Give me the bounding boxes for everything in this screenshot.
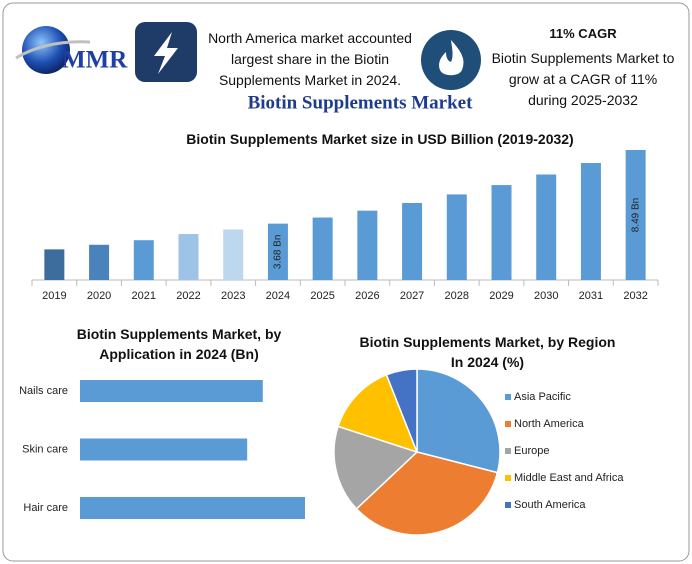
bar	[80, 497, 305, 519]
cagr-text: Biotin Supplements Market to grow at a C…	[491, 50, 675, 108]
value-label: 8.49 Bn	[630, 198, 641, 232]
highlight-text: North America market accounted largest s…	[208, 30, 412, 88]
y-tick-label: Hair care	[23, 502, 68, 514]
bar	[89, 244, 110, 280]
pie-slice	[385, 368, 418, 453]
cagr-title: 11% CAGR	[549, 26, 617, 41]
bar	[223, 229, 244, 280]
logo-swoosh	[15, 40, 91, 60]
bar	[580, 163, 601, 280]
pie-slice	[416, 368, 501, 474]
x-tick-label: 2029	[489, 290, 513, 302]
x-tick-label: 2019	[42, 290, 66, 302]
chart-title: Biotin Supplements Market, by Applicatio…	[76, 326, 282, 362]
x-tick-label: 2026	[355, 290, 379, 302]
logo-text: MMR	[62, 47, 128, 74]
x-tick-label: 2027	[400, 290, 424, 302]
bar	[80, 438, 248, 461]
x-tick-label: 2032	[623, 290, 647, 302]
bar	[133, 240, 154, 280]
fire-icon	[439, 40, 464, 76]
bar	[357, 210, 378, 280]
bar	[267, 223, 288, 280]
pie-slice	[333, 425, 419, 510]
legend-swatch	[505, 475, 511, 481]
legend-label: Europe	[514, 445, 549, 457]
x-tick-label: 2023	[221, 290, 245, 302]
bar	[625, 150, 646, 280]
y-tick-label: Skin care	[22, 443, 68, 455]
legend-label: South America	[514, 499, 586, 511]
bar	[446, 194, 467, 280]
x-tick-label: 2031	[579, 290, 603, 302]
value-label: 3.68 Bn	[273, 235, 284, 269]
bar	[44, 249, 65, 280]
legend-swatch	[505, 394, 511, 400]
bar	[178, 234, 199, 280]
bar	[491, 185, 512, 280]
pie-slice	[337, 373, 419, 454]
x-tick-label: 2025	[310, 290, 334, 302]
bar	[312, 217, 333, 280]
legend-swatch	[505, 502, 511, 508]
x-tick-label: 2022	[176, 290, 200, 302]
chart-title: Biotin Supplements Market, by Region In …	[359, 334, 616, 370]
bar	[402, 202, 423, 280]
legend-swatch	[505, 421, 511, 427]
x-tick-label: 2024	[266, 290, 290, 302]
page-title: Biotin Supplements Market	[248, 92, 474, 113]
chart-title: Biotin Supplements Market size in USD Bi…	[186, 131, 574, 147]
y-tick-label: Nails care	[19, 385, 68, 397]
legend-label: Asia Pacific	[514, 391, 571, 403]
fire-icon-bg	[421, 30, 481, 90]
bar	[80, 380, 263, 402]
pie-slice	[355, 451, 499, 536]
x-tick-label: 2028	[445, 290, 469, 302]
legend-swatch	[505, 448, 511, 454]
x-tick-label: 2021	[132, 290, 156, 302]
x-tick-label: 2030	[534, 290, 558, 302]
logo-globe	[22, 26, 70, 74]
x-tick-label: 2020	[87, 290, 111, 302]
bolt-icon	[154, 32, 178, 74]
legend-label: North America	[514, 418, 585, 430]
bar	[536, 174, 557, 280]
legend-label: Middle East and Africa	[514, 472, 624, 484]
